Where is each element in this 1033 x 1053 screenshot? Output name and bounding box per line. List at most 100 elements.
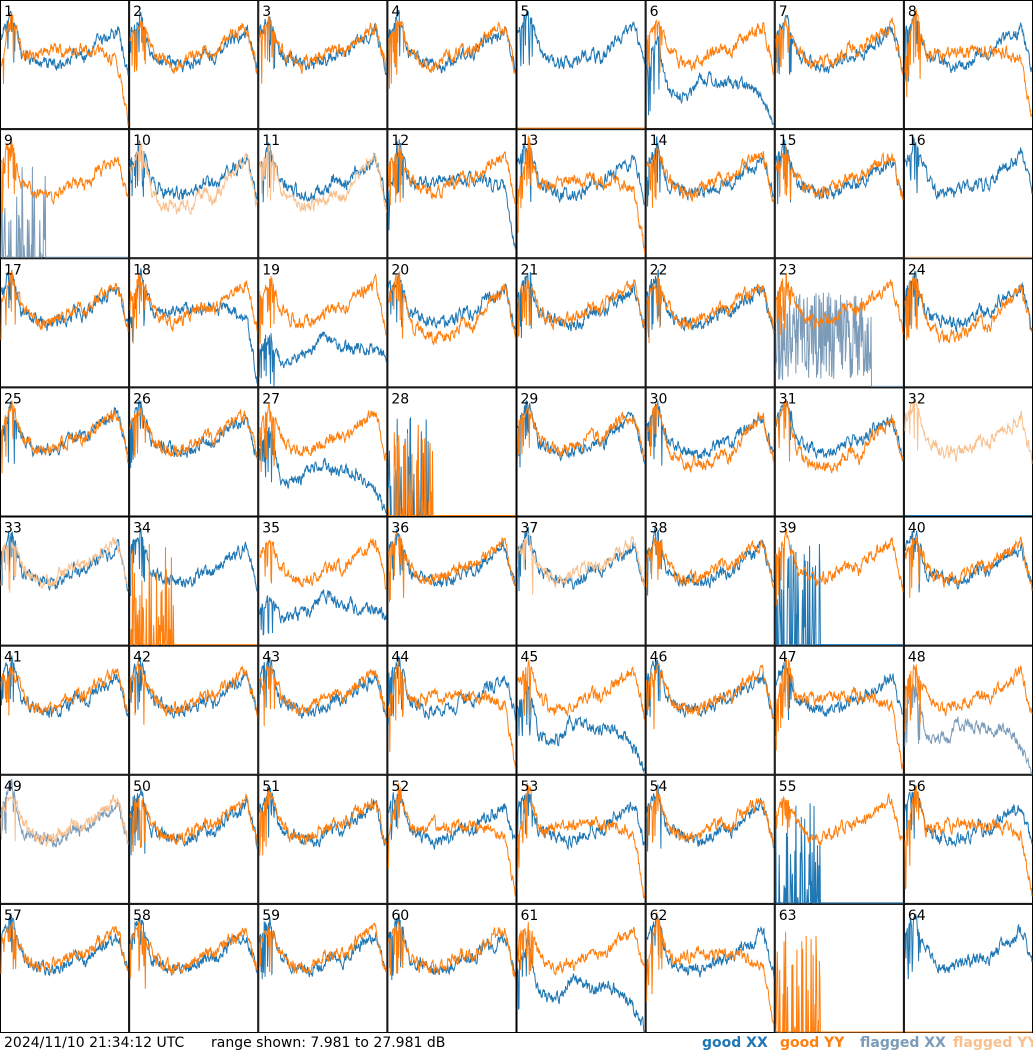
series-good-xx — [904, 136, 1033, 201]
tile-frame — [516, 258, 646, 388]
series-good-xx — [258, 656, 387, 719]
series-flagged-yy — [258, 145, 387, 213]
series-good-xx — [387, 139, 516, 250]
series-good-xx — [517, 685, 646, 773]
tile-21: 21 — [516, 258, 646, 388]
series-flagged-xx — [904, 683, 1033, 776]
tile-label: 1 — [4, 4, 13, 20]
series-good-xx — [129, 140, 258, 201]
series-good-yy — [387, 19, 516, 89]
series-good-yy — [0, 666, 129, 716]
series-good-yy — [904, 9, 1033, 118]
tile-frame — [258, 387, 388, 517]
tile-31: 31 — [774, 387, 904, 517]
tile-label: 42 — [133, 650, 151, 666]
tile-frame — [258, 516, 388, 646]
timestamp: 2024/11/10 21:34:12 UTC — [4, 1035, 185, 1051]
tile-2: 2 — [129, 0, 259, 130]
series-good-yy — [258, 15, 387, 84]
series-good-xx — [0, 10, 129, 76]
tile-label: 23 — [779, 262, 797, 278]
tile-label: 21 — [521, 262, 539, 278]
series-good-yy — [387, 782, 516, 898]
series-flagged-yy — [0, 794, 129, 848]
tile-label: 11 — [262, 133, 280, 149]
series-good-yy — [0, 140, 129, 214]
series-good-yy — [775, 931, 903, 1033]
series-good-yy — [387, 424, 516, 516]
tile-frame — [774, 0, 904, 130]
series-good-xx — [646, 136, 775, 207]
tile-frame — [129, 387, 259, 517]
tile-58: 58 — [129, 903, 259, 1033]
tile-label: 58 — [133, 908, 151, 924]
series-good-xx — [387, 274, 516, 330]
tile-57: 57 — [0, 903, 130, 1033]
tile-label: 38 — [650, 521, 668, 537]
tile-label: 25 — [4, 391, 22, 407]
tile-49: 49 — [0, 774, 130, 904]
series-good-xx — [1, 913, 129, 977]
series-good-xx — [129, 788, 258, 856]
tile-36: 36 — [387, 516, 517, 646]
tile-label: 59 — [262, 908, 280, 924]
tile-frame — [129, 903, 259, 1033]
legend-flagged-xx: flagged XX — [860, 1035, 946, 1051]
series-good-xx — [904, 11, 1033, 83]
tile-label: 43 — [262, 650, 280, 666]
tile-frame — [645, 774, 775, 904]
tile-frame — [516, 129, 646, 259]
series-good-xx — [129, 11, 258, 75]
series-flagged-yy — [0, 536, 129, 593]
series-good-yy — [646, 146, 775, 208]
tile-frame — [258, 129, 388, 259]
tile-frame — [387, 258, 517, 388]
tile-frame — [645, 645, 775, 775]
tile-41: 41 — [0, 645, 130, 775]
tile-label: 39 — [779, 521, 797, 537]
series-good-xx — [775, 803, 903, 905]
tile-frame — [258, 258, 388, 388]
series-good-yy — [646, 272, 775, 344]
tile-label: 29 — [521, 391, 539, 407]
tile-label: 15 — [779, 133, 797, 149]
tile-label: 27 — [262, 391, 280, 407]
tile-label: 12 — [391, 133, 409, 149]
series-flagged-yy — [904, 398, 1033, 464]
tile-label: 30 — [650, 391, 668, 407]
tile-frame — [516, 645, 646, 775]
tile-label: 50 — [133, 779, 151, 795]
series-flagged-yy — [517, 532, 646, 595]
series-good-xx — [517, 526, 646, 592]
series-good-yy — [646, 19, 775, 77]
tile-27: 27 — [258, 387, 388, 517]
tile-60: 60 — [387, 903, 517, 1033]
tile-28: 28 — [387, 387, 517, 517]
series-flagged-yy — [129, 142, 258, 216]
tile-62: 62 — [645, 903, 775, 1033]
tile-9: 9 — [0, 129, 130, 259]
series-good-xx — [258, 916, 387, 980]
tile-50: 50 — [129, 774, 259, 904]
tile-15: 15 — [774, 129, 904, 259]
series-good-yy — [775, 400, 904, 474]
tile-5: 5 — [516, 0, 646, 130]
series-good-xx — [0, 655, 129, 718]
tile-label: 26 — [133, 391, 151, 407]
tile-frame — [129, 0, 259, 130]
tile-61: 61 — [516, 903, 646, 1033]
tile-53: 53 — [516, 774, 646, 904]
tile-frame — [258, 0, 388, 130]
series-good-yy — [775, 146, 904, 201]
series-good-xx — [904, 914, 1033, 980]
legend-good-xx: good XX — [702, 1035, 768, 1051]
tile-frame — [387, 774, 517, 904]
tile-7: 7 — [774, 0, 904, 130]
series-good-xx — [258, 786, 387, 848]
series-good-yy — [129, 273, 258, 344]
tile-label: 7 — [779, 4, 788, 20]
tile-label: 55 — [779, 779, 797, 795]
series-good-yy — [259, 538, 387, 591]
tile-29: 29 — [516, 387, 646, 517]
tile-frame — [0, 516, 130, 646]
